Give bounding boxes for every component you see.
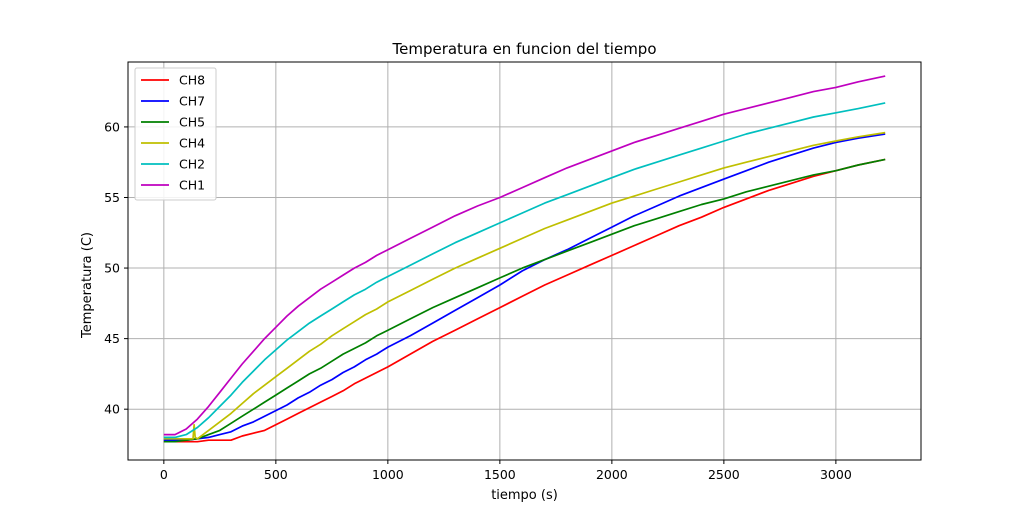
legend-label-ch8: CH8 bbox=[179, 73, 205, 88]
series-line-ch7 bbox=[163, 133, 886, 442]
y-tick-label: 45 bbox=[104, 331, 120, 346]
series-line-ch5 bbox=[163, 158, 886, 443]
series-line-ch4 bbox=[163, 131, 886, 440]
x-tick-label: 1000 bbox=[372, 467, 404, 482]
y-tick-label: 55 bbox=[104, 190, 120, 205]
plot-area-frame bbox=[127, 61, 922, 461]
legend-label-ch4: CH4 bbox=[179, 136, 205, 151]
series-line-ch8 bbox=[163, 158, 886, 443]
series-line-ch2 bbox=[163, 102, 886, 439]
x-tick-label: 0 bbox=[160, 467, 168, 482]
y-tick-label: 60 bbox=[104, 119, 120, 134]
x-tick-label: 500 bbox=[264, 467, 288, 482]
y-axis-label: Temperatura (C) bbox=[80, 232, 95, 339]
chart-title: Temperatura en funcion del tiempo bbox=[391, 40, 656, 58]
series-line-ch1 bbox=[163, 75, 886, 436]
legend-label-ch1: CH1 bbox=[179, 178, 205, 193]
legend-label-ch5: CH5 bbox=[179, 115, 205, 130]
legend-label-ch2: CH2 bbox=[179, 157, 205, 172]
legend-label-ch7: CH7 bbox=[179, 94, 205, 109]
y-tick-label: 40 bbox=[104, 402, 120, 417]
x-tick-label: 1500 bbox=[484, 467, 516, 482]
x-axis-label: tiempo (s) bbox=[491, 488, 558, 503]
legend: CH8 CH7 CH5 CH4 CH2 CH1 bbox=[134, 67, 217, 201]
axis-ticks: 0 500 1000 1500 2000 2500 3000 40 45 50 55 60 bbox=[104, 119, 852, 482]
y-tick-label: 50 bbox=[104, 261, 120, 276]
x-tick-label: 2500 bbox=[708, 467, 740, 482]
series-layer bbox=[163, 75, 886, 443]
x-tick-label: 2000 bbox=[596, 467, 628, 482]
x-tick-label: 3000 bbox=[820, 467, 852, 482]
